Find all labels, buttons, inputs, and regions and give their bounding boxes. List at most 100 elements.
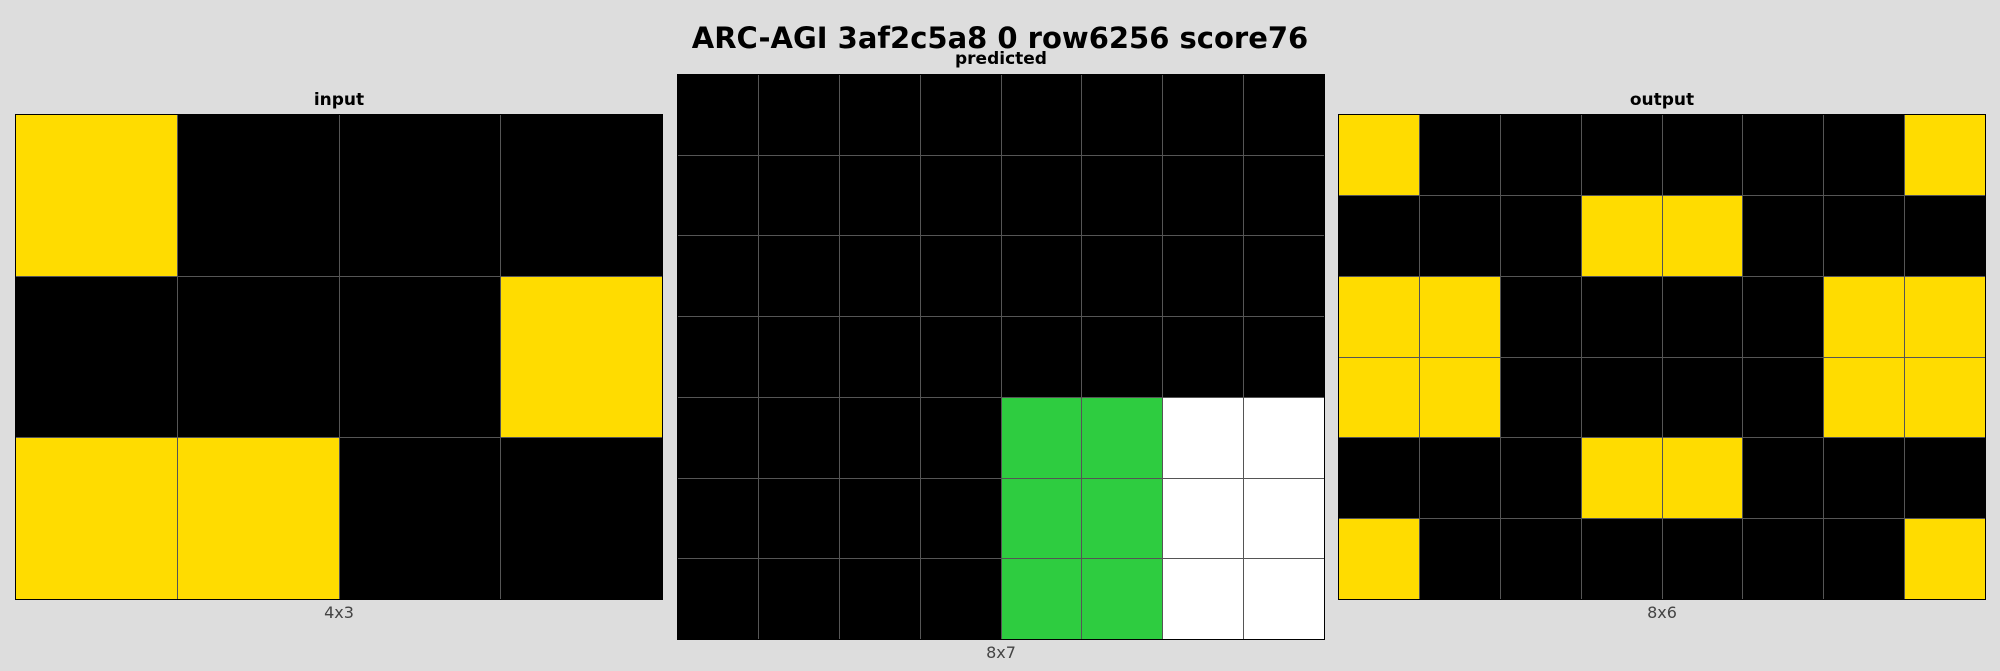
grid-cell xyxy=(1339,115,1419,195)
grid-cell xyxy=(1824,276,1905,357)
grid-cell xyxy=(1001,317,1082,397)
grid-cell xyxy=(1082,75,1163,155)
grid-cell xyxy=(1082,397,1163,478)
grid-cell xyxy=(1905,519,1985,599)
grid-cell xyxy=(339,115,501,276)
grid-cell xyxy=(1581,276,1662,357)
grid-cell xyxy=(758,397,839,478)
grid-cell xyxy=(1419,357,1500,438)
grid-cell xyxy=(1500,519,1581,599)
grid-cell xyxy=(1163,75,1244,155)
grid-cell xyxy=(1905,438,1985,519)
grid-cell xyxy=(1500,195,1581,276)
grid-cell xyxy=(920,397,1001,478)
grid-cell xyxy=(1001,559,1082,639)
grid-cell xyxy=(1419,195,1500,276)
grid-cell xyxy=(678,236,758,317)
grid-cell xyxy=(1662,357,1743,438)
grid-cell xyxy=(1500,357,1581,438)
grid-cell xyxy=(1581,438,1662,519)
grid-cell xyxy=(758,236,839,317)
grid-cell xyxy=(1581,195,1662,276)
grid-cell xyxy=(1244,478,1324,559)
grid-cell xyxy=(758,478,839,559)
grid-cell xyxy=(1662,519,1743,599)
grid-cell xyxy=(1824,195,1905,276)
grid-cell xyxy=(1244,559,1324,639)
input-grid xyxy=(15,114,663,600)
grid-cell xyxy=(1082,478,1163,559)
grid-cell xyxy=(678,397,758,478)
grid-cell xyxy=(839,155,920,236)
grid-cell xyxy=(1163,317,1244,397)
grid-cell xyxy=(16,276,177,438)
grid-cell xyxy=(920,317,1001,397)
grid-cell xyxy=(839,317,920,397)
grid-cell xyxy=(1163,397,1244,478)
grid-cell xyxy=(839,75,920,155)
grid-cell xyxy=(839,236,920,317)
grid-cell xyxy=(339,276,501,438)
grid-cell xyxy=(1419,276,1500,357)
grid-cell xyxy=(1001,75,1082,155)
grid-cell xyxy=(920,478,1001,559)
grid-cell xyxy=(1662,195,1743,276)
grid-cell xyxy=(920,236,1001,317)
grid-cell xyxy=(1500,115,1581,195)
grid-cell xyxy=(1743,438,1824,519)
grid-cell xyxy=(1339,438,1419,519)
grid-cell xyxy=(501,115,662,276)
grid-cell xyxy=(1905,357,1985,438)
grid-cell xyxy=(177,115,339,276)
grid-cell xyxy=(1163,155,1244,236)
grid-cell xyxy=(1743,276,1824,357)
output-grid xyxy=(1338,114,1986,600)
grid-cell xyxy=(1662,276,1743,357)
grid-cell xyxy=(16,438,177,599)
input-panel-title: input xyxy=(313,90,365,110)
grid-cell xyxy=(758,317,839,397)
grid-cell xyxy=(1082,317,1163,397)
grid-cell xyxy=(1163,478,1244,559)
predicted-panel-title: predicted xyxy=(955,49,1047,69)
grid-cell xyxy=(1662,438,1743,519)
grid-cell xyxy=(678,559,758,639)
grid-cell xyxy=(1581,115,1662,195)
grid-cell xyxy=(920,75,1001,155)
grid-cell xyxy=(1082,155,1163,236)
grid-cell xyxy=(678,317,758,397)
grid-cell xyxy=(1662,115,1743,195)
grid-cell xyxy=(1001,397,1082,478)
grid-cell xyxy=(678,75,758,155)
grid-cell xyxy=(1339,519,1419,599)
grid-cell xyxy=(839,397,920,478)
grid-cell xyxy=(1500,438,1581,519)
grid-cell xyxy=(1419,115,1500,195)
grid-cell xyxy=(1743,115,1824,195)
grid-cell xyxy=(1581,357,1662,438)
predicted-dimensions: 8x7 xyxy=(986,643,1016,662)
grid-cell xyxy=(339,438,501,599)
figure-title: ARC-AGI 3af2c5a8 0 row6256 score76 xyxy=(691,21,1309,55)
grid-cell xyxy=(839,478,920,559)
grid-cell xyxy=(1339,195,1419,276)
grid-cell xyxy=(177,438,339,599)
grid-cell xyxy=(1905,276,1985,357)
grid-cell xyxy=(1743,519,1824,599)
grid-cell xyxy=(1082,559,1163,639)
grid-cell xyxy=(1905,115,1985,195)
grid-cell xyxy=(839,559,920,639)
grid-cell xyxy=(1824,438,1905,519)
grid-cell xyxy=(1419,519,1500,599)
grid-cell xyxy=(1001,155,1082,236)
grid-cell xyxy=(1824,519,1905,599)
grid-cell xyxy=(1419,438,1500,519)
grid-cell xyxy=(1244,317,1324,397)
grid-cell xyxy=(1500,276,1581,357)
grid-cell xyxy=(1339,276,1419,357)
grid-cell xyxy=(1339,357,1419,438)
grid-cell xyxy=(1905,195,1985,276)
grid-cell xyxy=(177,276,339,438)
grid-cell xyxy=(1824,357,1905,438)
grid-cell xyxy=(1001,478,1082,559)
